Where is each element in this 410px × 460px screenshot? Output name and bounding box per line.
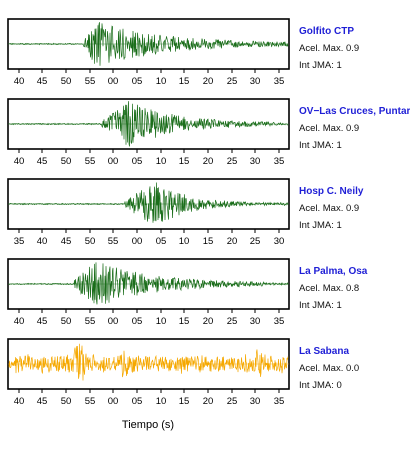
x-tick-label: 30 xyxy=(250,396,261,407)
x-tick-label: 10 xyxy=(179,236,190,247)
x-tick-label: 10 xyxy=(156,316,167,327)
x-tick-label: 00 xyxy=(108,156,119,167)
x-tick-label: 25 xyxy=(227,316,238,327)
x-tick-label: 10 xyxy=(156,76,167,87)
x-tick-label: 45 xyxy=(61,236,72,247)
seismogram-panel: 35 40 45 50 55 00 05 10 15 20 25 30 Hosp C. Neily Ace… xyxy=(7,178,364,247)
x-tick-label: 25 xyxy=(227,396,238,407)
x-tick-label: 55 xyxy=(85,156,96,167)
x-tick-label: 30 xyxy=(274,236,285,247)
waveform-trace xyxy=(8,182,289,223)
station-name: La Palma, Osa xyxy=(299,266,368,277)
x-tick-label: 50 xyxy=(61,156,72,167)
x-tick-label: 45 xyxy=(37,396,48,407)
x-tick-label: 40 xyxy=(14,76,25,87)
x-tick-label: 45 xyxy=(37,76,48,87)
station-name: Golfito CTP xyxy=(299,26,354,37)
x-tick-label: 15 xyxy=(179,396,190,407)
x-tick-label: 00 xyxy=(108,76,119,87)
x-tick-label: 35 xyxy=(14,236,25,247)
x-tick-label: 50 xyxy=(61,316,72,327)
max-acceleration-label: Acel. Max. 0.8 xyxy=(299,283,359,294)
jma-intensity-label: Int JMA: 1 xyxy=(299,300,342,311)
x-tick-label: 40 xyxy=(14,396,25,407)
x-tick-label: 50 xyxy=(61,396,72,407)
x-tick-label: 50 xyxy=(85,236,96,247)
x-tick-label: 45 xyxy=(37,316,48,327)
x-tick-label: 35 xyxy=(274,156,285,167)
x-tick-label: 20 xyxy=(203,156,214,167)
x-tick-label: 55 xyxy=(85,396,96,407)
waveform-trace xyxy=(8,101,289,147)
x-tick-label: 00 xyxy=(108,316,119,327)
jma-intensity-label: Int JMA: 1 xyxy=(299,140,342,151)
x-tick-label: 40 xyxy=(14,316,25,327)
station-name: La Sabana xyxy=(299,346,349,357)
max-acceleration-label: Acel. Max. 0.9 xyxy=(299,123,359,134)
x-tick-label: 25 xyxy=(227,76,238,87)
x-tick-label: 15 xyxy=(179,316,190,327)
seismogram-panel: 40 45 50 55 00 05 10 15 20 25 30 35 Golfito CTP Acel.… xyxy=(7,18,359,87)
seismogram-panel: 40 45 50 55 00 05 10 15 20 25 30 35 OV−Las Cruces, P… xyxy=(7,98,410,167)
jma-intensity-label: Int JMA: 1 xyxy=(299,220,342,231)
x-tick-label: 15 xyxy=(203,236,214,247)
x-tick-label: 05 xyxy=(132,76,143,87)
max-acceleration-label: Acel. Max. 0.9 xyxy=(299,43,359,54)
station-name: Hosp C. Neily xyxy=(299,186,364,197)
x-tick-label: 25 xyxy=(227,156,238,167)
x-tick-label: 30 xyxy=(250,316,261,327)
x-tick-label: 30 xyxy=(250,156,261,167)
x-tick-label: 05 xyxy=(132,316,143,327)
x-tick-label: 35 xyxy=(274,396,285,407)
station-name: OV−Las Cruces, Puntar xyxy=(299,106,410,117)
x-tick-label: 45 xyxy=(37,156,48,167)
x-tick-label: 00 xyxy=(108,396,119,407)
x-tick-label: 00 xyxy=(132,236,143,247)
x-tick-label: 15 xyxy=(179,156,190,167)
x-tick-label: 10 xyxy=(156,156,167,167)
x-tick-label: 55 xyxy=(85,316,96,327)
seismogram-panel: 40 45 50 55 00 05 10 15 20 25 30 35 La Palma, Osa Ace… xyxy=(7,258,368,327)
x-tick-label: 10 xyxy=(156,396,167,407)
x-tick-label: 35 xyxy=(274,76,285,87)
x-tick-label: 20 xyxy=(203,76,214,87)
seismogram-panel: 40 45 50 55 00 05 10 15 20 25 30 35 La Sabana Acel. M… xyxy=(7,338,359,407)
jma-intensity-label: Int JMA: 0 xyxy=(299,380,342,391)
x-axis-label: Tiempo (s) xyxy=(122,419,174,431)
x-tick-label: 15 xyxy=(179,76,190,87)
x-tick-label: 25 xyxy=(250,236,261,247)
x-tick-label: 55 xyxy=(85,76,96,87)
jma-intensity-label: Int JMA: 1 xyxy=(299,60,342,71)
x-tick-label: 40 xyxy=(37,236,48,247)
x-tick-label: 20 xyxy=(227,236,238,247)
max-acceleration-label: Acel. Max. 0.9 xyxy=(299,203,359,214)
x-tick-label: 05 xyxy=(132,396,143,407)
x-tick-label: 50 xyxy=(61,76,72,87)
x-tick-label: 20 xyxy=(203,396,214,407)
x-tick-label: 05 xyxy=(132,156,143,167)
waveform-trace xyxy=(8,262,289,305)
x-tick-label: 55 xyxy=(108,236,119,247)
x-tick-label: 20 xyxy=(203,316,214,327)
x-tick-label: 30 xyxy=(250,76,261,87)
x-tick-label: 40 xyxy=(14,156,25,167)
max-acceleration-label: Acel. Max. 0.0 xyxy=(299,363,359,374)
x-tick-label: 05 xyxy=(156,236,167,247)
x-tick-label: 35 xyxy=(274,316,285,327)
waveform-trace xyxy=(8,343,289,381)
